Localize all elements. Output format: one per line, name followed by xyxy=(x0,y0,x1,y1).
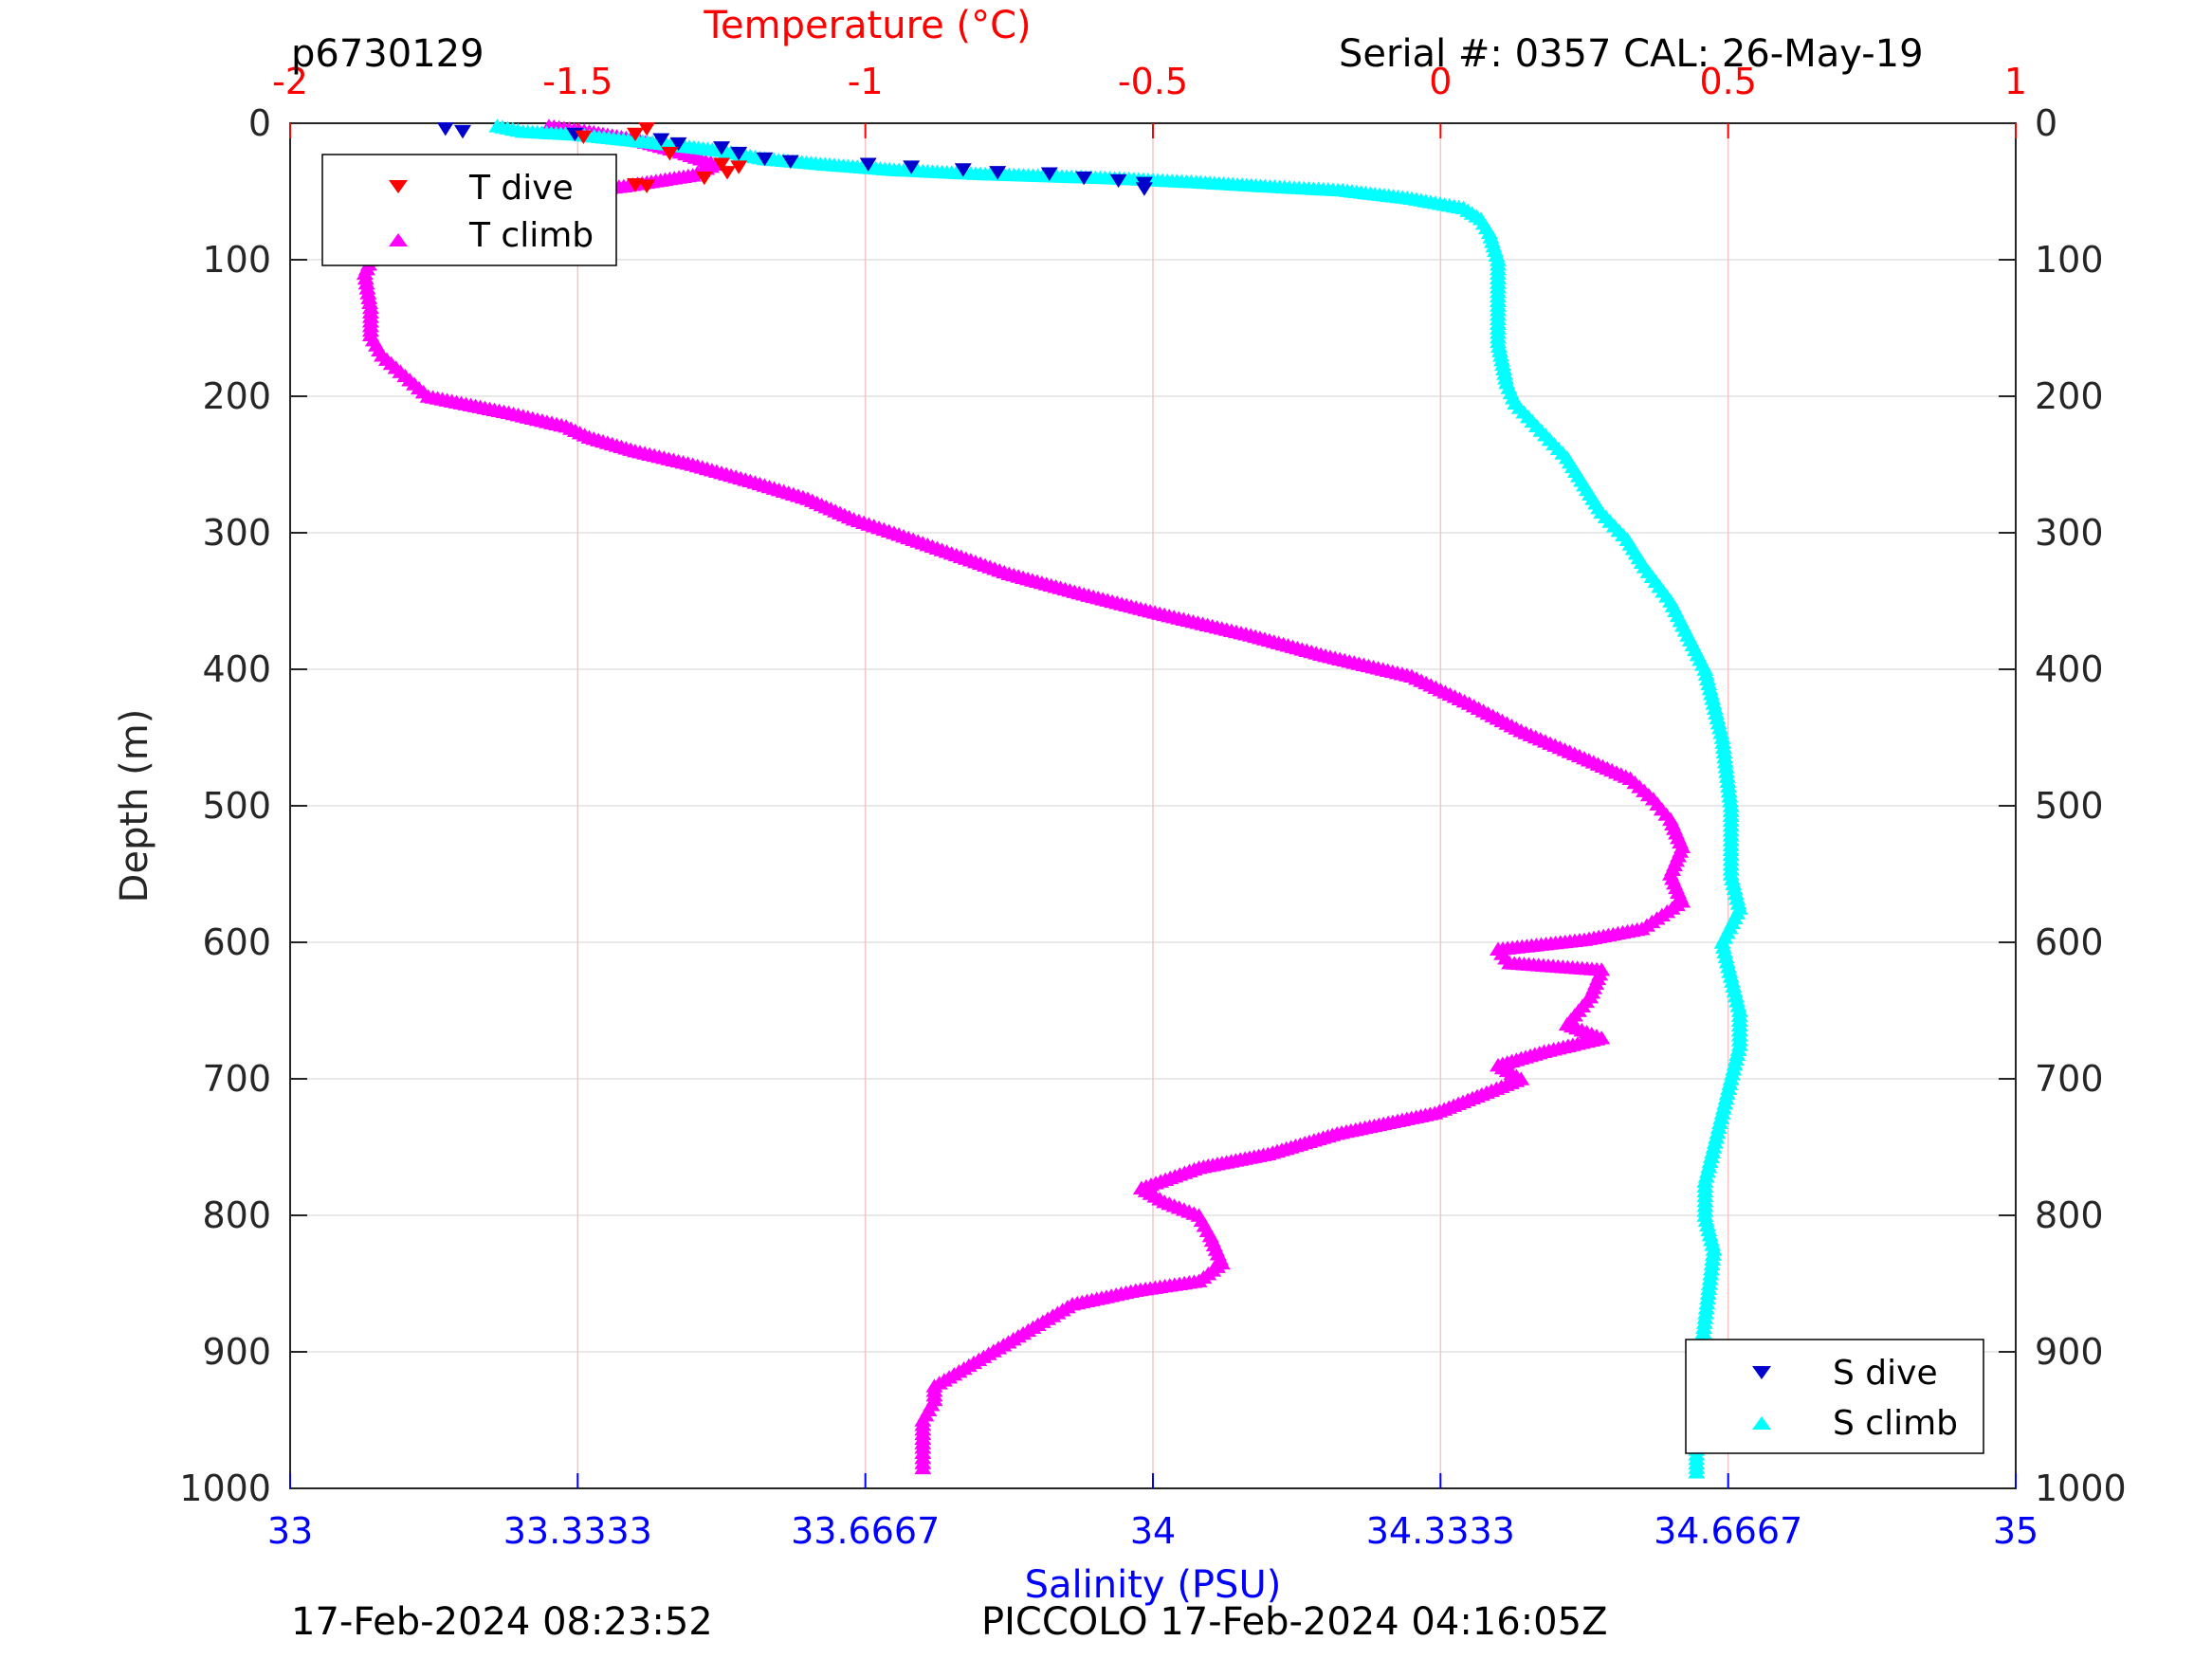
s-climb-legend-label: S climb xyxy=(1833,1404,1958,1443)
depth-tick-label-right: 800 xyxy=(2035,1194,2104,1236)
salinity-tick-label: 35 xyxy=(1993,1510,2038,1552)
s-dive-point xyxy=(454,124,471,139)
s-dive-legend-label: S dive xyxy=(1833,1354,1938,1393)
t-dive-legend-label: T dive xyxy=(468,169,574,208)
depth-tick-label-right: 100 xyxy=(2035,239,2104,281)
s-dive-point xyxy=(903,160,921,174)
t-dive-point xyxy=(638,179,656,193)
s-dive-point xyxy=(781,155,799,169)
s-dive-point xyxy=(652,133,670,147)
salinity-legend: S dive S climb xyxy=(1685,1339,1984,1454)
s-dive-point xyxy=(669,137,687,152)
s-dive-point xyxy=(859,157,877,172)
temperature-tick-label: -2 xyxy=(272,61,308,102)
s-climb-legend-marker xyxy=(1752,1416,1771,1430)
temperature-tick-label: 0.5 xyxy=(1699,61,1756,102)
depth-tick-label-left: 100 xyxy=(202,239,271,281)
temperature-tick-label: 0 xyxy=(1429,61,1452,102)
temperature-tick-label: -1.5 xyxy=(542,61,612,102)
s-climb-point xyxy=(1688,1465,1706,1479)
marker-layer xyxy=(356,118,1748,1479)
depth-axis-title: Depth (m) xyxy=(113,709,156,903)
t-dive-point xyxy=(661,146,679,161)
temperature-tick-label: -0.5 xyxy=(1118,61,1188,102)
s-dive-point xyxy=(713,141,730,155)
t-dive-point xyxy=(713,157,730,172)
s-dive-point xyxy=(1109,173,1127,189)
salinity-tick-label: 33.6667 xyxy=(791,1510,940,1552)
s-dive-point xyxy=(1075,171,1093,186)
depth-tick-label-right: 300 xyxy=(2035,512,2104,554)
s-dive-point xyxy=(954,163,972,177)
series-s-dive xyxy=(436,122,1153,196)
t-dive-point xyxy=(695,171,713,186)
temperature-legend: T dive T climb xyxy=(321,154,617,266)
temperature-legend-box xyxy=(321,154,617,266)
depth-tick-label-right: 400 xyxy=(2035,648,2104,690)
temperature-tick-label: -1 xyxy=(848,61,884,102)
salinity-tick-label: 33.3333 xyxy=(503,1510,652,1552)
t-dive-point xyxy=(719,166,737,180)
salinity-tick-label: 33 xyxy=(267,1510,313,1552)
s-dive-point xyxy=(730,146,748,161)
depth-tick-label-right: 0 xyxy=(2035,102,2057,144)
s-dive-point xyxy=(1040,167,1058,181)
series-s-climb xyxy=(488,118,1748,1479)
t-dive-point xyxy=(575,130,593,145)
profile-id: p6730129 xyxy=(291,32,484,76)
s-dive-point xyxy=(1135,182,1153,196)
depth-tick-label-left: 500 xyxy=(202,785,271,827)
depth-tick-label-right: 700 xyxy=(2035,1058,2104,1100)
t-climb-point xyxy=(914,1460,932,1475)
depth-tick-label-right: 900 xyxy=(2035,1331,2104,1373)
depth-tick-label-left: 300 xyxy=(202,512,271,554)
salinity-tick-label: 34 xyxy=(1130,1510,1176,1552)
depth-tick-label-left: 1000 xyxy=(179,1468,271,1509)
serial-calibration: Serial #: 0357 CAL: 26-May-19 xyxy=(1339,32,1924,76)
depth-tick-label-left: 900 xyxy=(202,1331,271,1373)
depth-tick-label-left: 200 xyxy=(202,375,271,417)
tick-layer: 0 0 100 100 200 200 300 300 400 400 500 500 600 600 70… xyxy=(179,61,2126,1552)
plot-timestamp: 17-Feb-2024 08:23:52 xyxy=(291,1600,713,1644)
t-climb-legend-marker xyxy=(389,233,408,246)
depth-tick-label-left: 800 xyxy=(202,1194,271,1236)
temperature-tick-label: 1 xyxy=(2004,61,2027,102)
t-dive-legend-marker xyxy=(389,180,408,193)
depth-tick-label-right: 1000 xyxy=(2035,1468,2127,1509)
temperature-axis-title: Temperature (°C) xyxy=(703,4,1031,47)
salinity-axis-title: Salinity (PSU) xyxy=(1025,1563,1282,1607)
depth-tick-label-left: 600 xyxy=(202,921,271,963)
series-t-dive xyxy=(575,122,748,193)
t-dive-point xyxy=(627,178,644,192)
series-t-climb xyxy=(356,118,1691,1475)
mission-label: PICCOLO 17-Feb-2024 04:16:05Z xyxy=(981,1600,1608,1644)
depth-tick-label-left: 700 xyxy=(202,1058,271,1100)
s-dive-legend-marker xyxy=(1752,1366,1771,1379)
salinity-tick-label: 34.3333 xyxy=(1366,1510,1515,1552)
salinity-legend-box xyxy=(1685,1339,1984,1454)
depth-tick-label-right: 500 xyxy=(2035,785,2104,827)
s-dive-point xyxy=(989,166,1007,180)
t-dive-point xyxy=(638,122,656,137)
t-dive-point xyxy=(627,127,644,142)
t-dive-point xyxy=(730,160,748,174)
grid-layer xyxy=(289,122,2017,1489)
salinity-tick-label: 34.6667 xyxy=(1654,1510,1802,1552)
depth-tick-label-left: 400 xyxy=(202,648,271,690)
s-dive-point xyxy=(436,122,454,137)
s-dive-point xyxy=(756,152,774,167)
t-climb-legend-label: T climb xyxy=(468,216,594,255)
depth-tick-label-right: 200 xyxy=(2035,375,2104,417)
depth-tick-label-right: 600 xyxy=(2035,921,2104,963)
depth-tick-label-left: 0 xyxy=(248,102,271,144)
